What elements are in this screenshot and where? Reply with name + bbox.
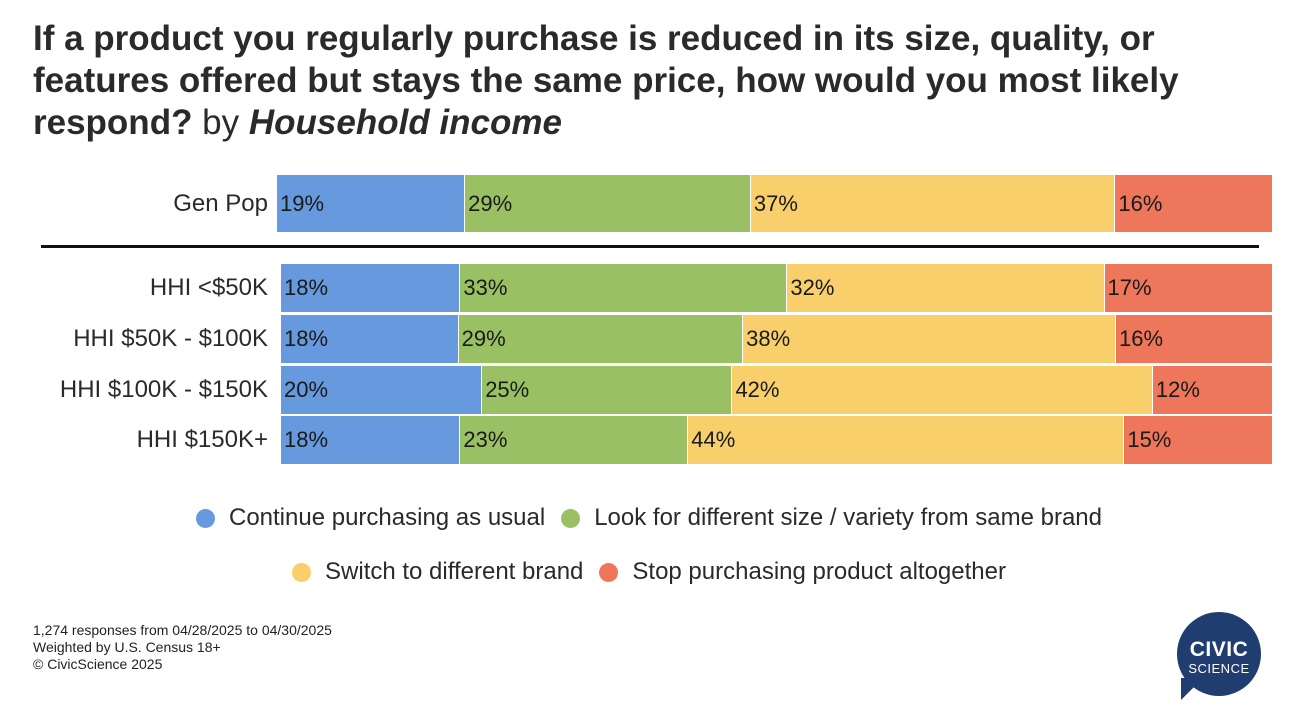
data-label: 18% bbox=[284, 275, 329, 300]
data-label: 42% bbox=[735, 377, 780, 402]
bar-segment: 29% bbox=[464, 175, 750, 232]
bar-segment: 42% bbox=[731, 366, 1152, 414]
stacked-bar: 20% 25% 42% 12% bbox=[281, 366, 1272, 414]
data-label: 20% bbox=[284, 377, 329, 402]
chart-title-by: by bbox=[192, 103, 249, 142]
bar-segment: 25% bbox=[481, 366, 732, 414]
data-label: 15% bbox=[1127, 427, 1172, 452]
data-label: 17% bbox=[1107, 275, 1152, 300]
legend-label: Switch to different brand bbox=[325, 558, 584, 585]
legend-swatch bbox=[292, 562, 312, 582]
legend-item: Stop purchasing product altogether bbox=[599, 557, 1006, 587]
bar-segment: 23% bbox=[459, 416, 688, 464]
chart-title-main: If a product you regularly purchase is r… bbox=[33, 19, 1179, 142]
legend-label: Stop purchasing product altogether bbox=[632, 558, 1006, 585]
legend-swatch bbox=[599, 562, 619, 582]
bar-segment: 18% bbox=[281, 264, 460, 312]
bar-segment: 32% bbox=[786, 264, 1104, 312]
data-label: 44% bbox=[691, 427, 736, 452]
data-label: 25% bbox=[485, 377, 530, 402]
bar-segment: 15% bbox=[1123, 416, 1272, 464]
data-label: 33% bbox=[463, 275, 508, 300]
logo-circle bbox=[1177, 612, 1261, 696]
data-label: 16% bbox=[1118, 190, 1163, 216]
civicscience-logo: CIVIC SCIENCE bbox=[1177, 612, 1265, 700]
legend-row-2: Switch to different brand Stop purchasing… bbox=[0, 557, 1298, 587]
legend-item: Continue purchasing as usual bbox=[195, 503, 546, 533]
data-label: 38% bbox=[746, 326, 791, 351]
legend-label: Continue purchasing as usual bbox=[228, 504, 546, 531]
category-label: Gen Pop bbox=[173, 190, 268, 217]
chart-title-group: Household income bbox=[248, 103, 562, 142]
bar-segment: 18% bbox=[281, 315, 458, 363]
bar-segment: 38% bbox=[742, 315, 1115, 363]
bar-segment: 18% bbox=[281, 416, 460, 464]
footnote-copyright: © CivicScience 2025 bbox=[33, 656, 163, 672]
bar-segment: 20% bbox=[281, 366, 482, 414]
data-label: 16% bbox=[1118, 326, 1164, 351]
category-label: HHI $150K+ bbox=[136, 426, 268, 453]
chart-title: If a product you regularly purchase is r… bbox=[33, 18, 1273, 144]
legend-item: Look for different size / variety from s… bbox=[561, 503, 1102, 533]
data-label: 19% bbox=[280, 190, 325, 216]
data-label: 18% bbox=[284, 326, 329, 351]
footnote-weighting: Weighted by U.S. Census 18+ bbox=[33, 639, 221, 655]
bar-segment: 12% bbox=[1151, 366, 1272, 414]
bar-segment: 16% bbox=[1114, 315, 1272, 363]
bar-segment: 16% bbox=[1114, 175, 1272, 232]
logo-text-civic: CIVIC bbox=[1189, 638, 1249, 661]
data-label: 18% bbox=[284, 427, 329, 452]
legend-row-1: Continue purchasing as usual Look for dif… bbox=[0, 503, 1298, 533]
logo-text-science: SCIENCE bbox=[1188, 661, 1250, 676]
legend-swatch bbox=[561, 508, 581, 528]
footnote-responses: 1,274 responses from 04/28/2025 to 04/30… bbox=[33, 622, 332, 638]
legend-label: Look for different size / variety from s… bbox=[594, 504, 1102, 531]
legend-swatch bbox=[195, 508, 215, 528]
category-label: HHI $100K - $150K bbox=[59, 376, 268, 403]
stacked-bar: 18% 33% 32% 17% bbox=[281, 264, 1272, 312]
data-label: 37% bbox=[753, 190, 798, 216]
bar-segment: 17% bbox=[1103, 264, 1272, 312]
category-label: HHI $50K - $100K bbox=[73, 325, 268, 352]
bar-segment: 37% bbox=[749, 175, 1115, 232]
bar-segment: 19% bbox=[277, 175, 465, 232]
data-label: 12% bbox=[1155, 377, 1200, 402]
data-label: 29% bbox=[468, 190, 513, 216]
footnote: 1,274 responses from 04/28/2025 to 04/30… bbox=[33, 622, 332, 673]
stacked-bar: 19% 29% 37% 16% bbox=[277, 175, 1272, 232]
data-label: 23% bbox=[463, 427, 508, 452]
bar-segment: 29% bbox=[457, 315, 743, 363]
data-label: 32% bbox=[790, 275, 835, 300]
bar-segment: 33% bbox=[459, 264, 787, 312]
bar-segment: 44% bbox=[687, 416, 1124, 464]
data-label: 29% bbox=[461, 326, 506, 351]
stacked-bar: 18% 23% 44% 15% bbox=[281, 416, 1272, 464]
legend-item: Switch to different brand bbox=[292, 557, 583, 587]
stacked-bar: 18% 29% 38% 16% bbox=[281, 315, 1272, 363]
category-label: HHI <$50K bbox=[149, 274, 268, 301]
group-divider bbox=[41, 245, 1259, 248]
